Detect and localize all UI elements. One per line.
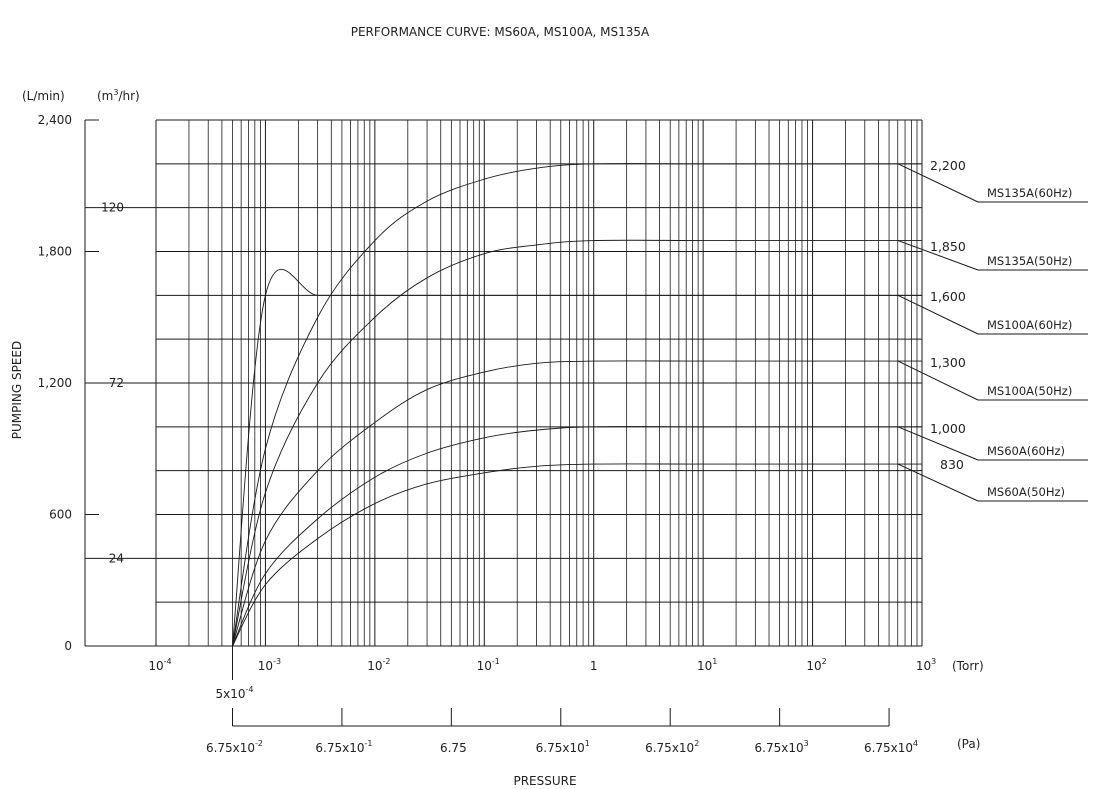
x-tick-label-torr: 1 (590, 659, 598, 673)
series-line (232, 360, 922, 647)
chart-title: PERFORMANCE CURVE: MS60A, MS100A, MS135A (351, 25, 650, 39)
series-line (232, 239, 922, 647)
y-tick-label-m3hr: 120 (101, 201, 124, 215)
x-axis-label: PRESSURE (513, 774, 576, 788)
x-tick-label-pa: 6.75 (440, 741, 467, 755)
y-tick-label-lmin: 600 (49, 508, 72, 522)
series-line (232, 463, 922, 647)
curves (232, 163, 923, 647)
y-tick-label-lmin: 1,200 (38, 376, 72, 390)
axes: 2,400 1,800 1,200 600 0 120 72 24 10-4 10-3 10-2 10… (38, 113, 937, 755)
y-tick-label-m3hr: 24 (109, 551, 124, 565)
x-tick-label-torr: 10-3 (258, 657, 281, 673)
grid (155, 119, 923, 647)
x-tick-label-torr: 10-4 (148, 657, 171, 673)
series-leader-line (897, 426, 979, 461)
series-name-label: MS135A(60Hz) (987, 186, 1072, 200)
series-line (232, 163, 922, 647)
x-tick-label-pa: 6.75x10-2 (206, 739, 263, 755)
series-leader-line (897, 294, 979, 335)
series-name-label: MS60A(60Hz) (987, 444, 1065, 458)
x-unit-pa: (Pa) (957, 737, 980, 751)
x-tick-label-pa: 6.75x104 (864, 739, 918, 755)
series-max-label: 1,600 (930, 289, 966, 304)
y-unit-m3hr: (m3/hr) (97, 88, 140, 103)
x-tick-label-torr: 101 (697, 657, 717, 673)
x-tick-label-pa: 6.75x103 (755, 739, 809, 755)
y-axis-label: PUMPING SPEED (10, 341, 24, 440)
series-leader-line (897, 463, 979, 502)
x-tick-label-torr: 102 (806, 657, 826, 673)
x-tick-label-pa: 6.75x101 (536, 739, 590, 755)
x-tick-label-torr: 10-2 (367, 657, 390, 673)
series-name-label: MS100A(50Hz) (987, 384, 1072, 398)
series-leader-line (897, 360, 979, 401)
series-max-label: 1,000 (930, 421, 966, 436)
series-name-label: MS60A(50Hz) (987, 485, 1065, 499)
series-line (232, 268, 922, 647)
series-max-label: 1,850 (930, 239, 966, 254)
labels: MS135A(60Hz) 2,200 MS135A(50Hz) 1,850 MS100A… (897, 158, 1088, 502)
y-unit-lmin: (L/min) (22, 89, 65, 103)
x-tick-label-torr: 10-1 (477, 657, 500, 673)
series-max-label: 830 (940, 457, 964, 472)
series-leader-line (897, 163, 979, 203)
series-line (232, 426, 923, 647)
x-start-label: 5x10-4 (215, 685, 253, 701)
x-tick-label-pa: 6.75x10-1 (315, 739, 372, 755)
x-tick-label-torr: 103 (916, 657, 936, 673)
y-tick-label-lmin: 2,400 (38, 113, 72, 127)
series-leader-line (897, 240, 979, 271)
series-max-label: 2,200 (930, 158, 966, 173)
y-tick-label-lmin: 1,800 (38, 245, 72, 259)
series-name-label: MS100A(60Hz) (987, 318, 1072, 332)
y-tick-label-m3hr: 72 (109, 376, 124, 390)
x-tick-label-pa: 6.75x102 (645, 739, 699, 755)
y-tick-label-lmin: 0 (64, 639, 72, 653)
series-max-label: 1,300 (930, 355, 966, 370)
series-name-label: MS135A(50Hz) (987, 254, 1072, 268)
x-unit-torr: (Torr) (952, 659, 984, 673)
